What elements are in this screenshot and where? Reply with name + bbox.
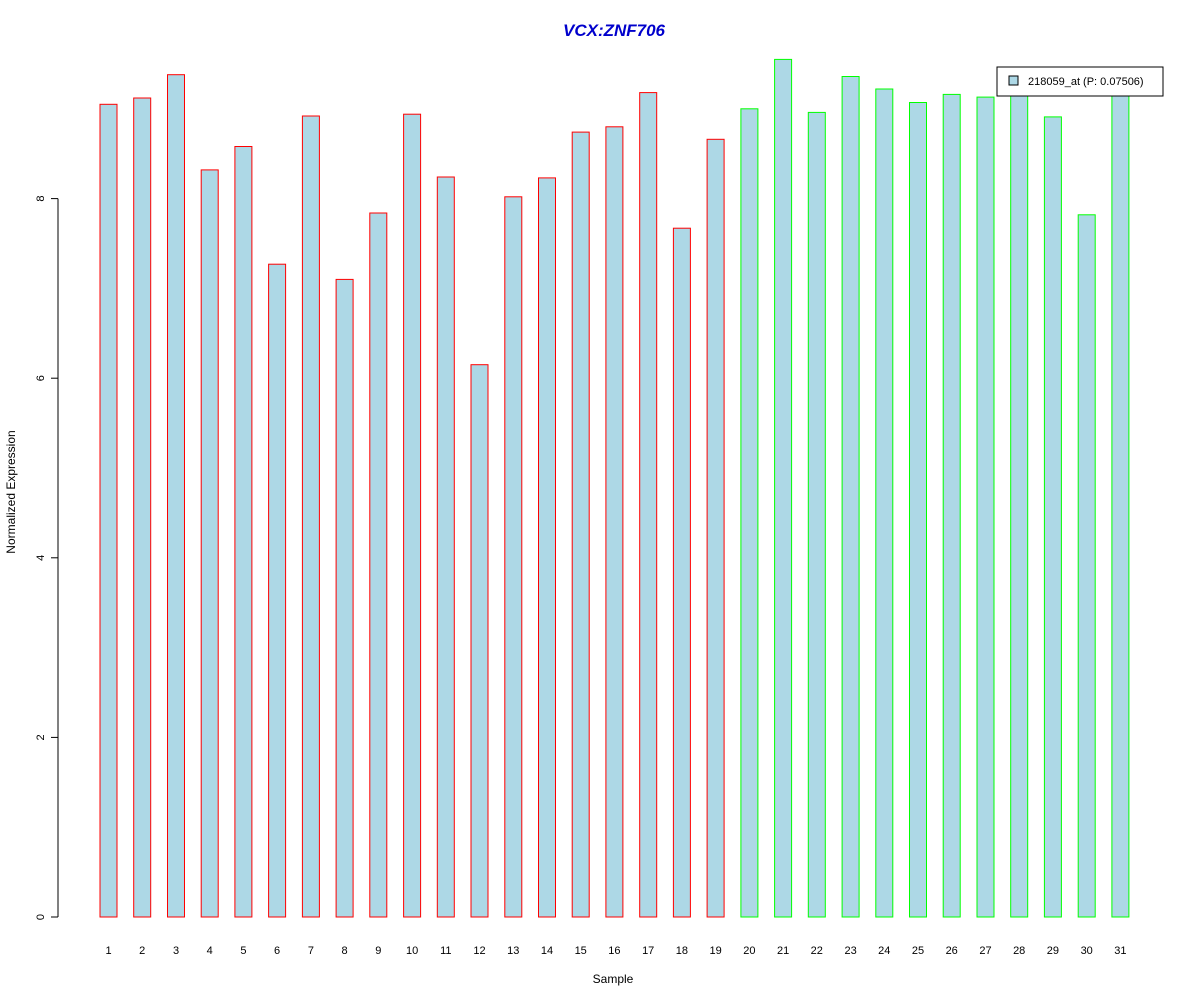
- x-tick-label: 12: [473, 945, 485, 957]
- chart-title: VCX:ZNF706: [563, 21, 666, 40]
- x-tick-label: 30: [1081, 945, 1093, 957]
- x-tick-label: 6: [274, 945, 280, 957]
- bar-25: [909, 102, 927, 918]
- x-tick-label: 17: [642, 945, 654, 957]
- bar-14: [538, 177, 556, 918]
- x-tick-label: 4: [207, 945, 213, 957]
- x-tick-label: 25: [912, 945, 924, 957]
- x-tick-label: 7: [308, 945, 314, 957]
- bar-5: [234, 146, 253, 918]
- bar-11: [436, 176, 455, 918]
- y-axis-title: Normalized Expression: [4, 430, 18, 553]
- bar-20: [740, 108, 759, 918]
- bar-28: [1010, 92, 1029, 918]
- x-tick-label: 20: [743, 945, 755, 957]
- x-tick-label: 8: [342, 945, 348, 957]
- bar-13: [504, 196, 523, 918]
- x-tick-label: 18: [676, 945, 688, 957]
- x-tick-label: 1: [105, 945, 111, 957]
- x-tick-label: 19: [709, 945, 721, 957]
- y-axis: 0 2 4 6 8: [35, 196, 59, 920]
- x-tick-label: 16: [608, 945, 620, 957]
- x-tick-label: 26: [946, 945, 958, 957]
- x-tick-label: 27: [979, 945, 991, 957]
- legend-swatch: [1008, 75, 1019, 86]
- x-tick-label: 2: [139, 945, 145, 957]
- bar-15: [571, 131, 590, 918]
- bar-30: [1077, 214, 1096, 918]
- x-tick-label: 11: [440, 945, 451, 957]
- legend: 218059_at (P: 0.07506): [996, 66, 1164, 97]
- bar-31: [1111, 90, 1130, 918]
- bar-10: [403, 113, 422, 918]
- bar-8: [335, 278, 354, 918]
- x-tick-label: 15: [575, 945, 587, 957]
- bar-12: [470, 364, 489, 918]
- bar-19: [706, 138, 725, 918]
- x-tick-label: 5: [240, 945, 246, 957]
- bar-2: [133, 97, 152, 918]
- y-tick-label: 8: [35, 196, 47, 202]
- bar-18: [672, 227, 691, 918]
- bar-3: [167, 74, 185, 918]
- bar-1: [99, 103, 118, 918]
- x-tick-label: 28: [1013, 945, 1025, 957]
- x-tick-label: 3: [173, 945, 179, 957]
- x-tick-label: 31: [1114, 945, 1126, 957]
- bar-4: [200, 169, 219, 918]
- x-tick-label: 29: [1047, 945, 1059, 957]
- x-tick-label: 14: [541, 945, 553, 957]
- y-tick-label: 4: [35, 555, 47, 561]
- bar-17: [639, 92, 658, 918]
- x-tick-label: 9: [375, 945, 381, 957]
- x-tick-label: 24: [878, 945, 890, 957]
- bar-9: [369, 212, 388, 918]
- bar-7: [301, 115, 320, 918]
- x-tick-label: 22: [811, 945, 823, 957]
- x-tick-label: 21: [777, 945, 789, 957]
- x-tick-label: 13: [507, 945, 519, 957]
- legend-box: [996, 66, 1164, 97]
- bar-16: [605, 126, 624, 918]
- y-tick-label: 6: [35, 375, 47, 381]
- x-tick-label: 10: [406, 945, 418, 957]
- x-tick-label: 23: [844, 945, 856, 957]
- bars-group: [99, 58, 1130, 918]
- legend-label: 218059_at (P: 0.07506): [1028, 76, 1144, 88]
- bar-23: [841, 76, 860, 918]
- bar-24: [875, 88, 894, 918]
- y-tick-label: 0: [35, 914, 47, 920]
- bar-29: [1043, 116, 1062, 918]
- x-axis-title: Sample: [593, 972, 634, 986]
- bar-6: [268, 263, 287, 918]
- bar-26: [942, 93, 961, 918]
- bar-21: [774, 58, 793, 918]
- bar-22: [807, 111, 826, 918]
- x-tick-labels: 1 2 3 4 5 6 7 8 9 10 11 12 13 14 15 16 17 18 19 20 21 22 23 24 2…: [105, 945, 1126, 957]
- y-tick-label: 2: [35, 734, 47, 740]
- bar-27: [976, 96, 995, 918]
